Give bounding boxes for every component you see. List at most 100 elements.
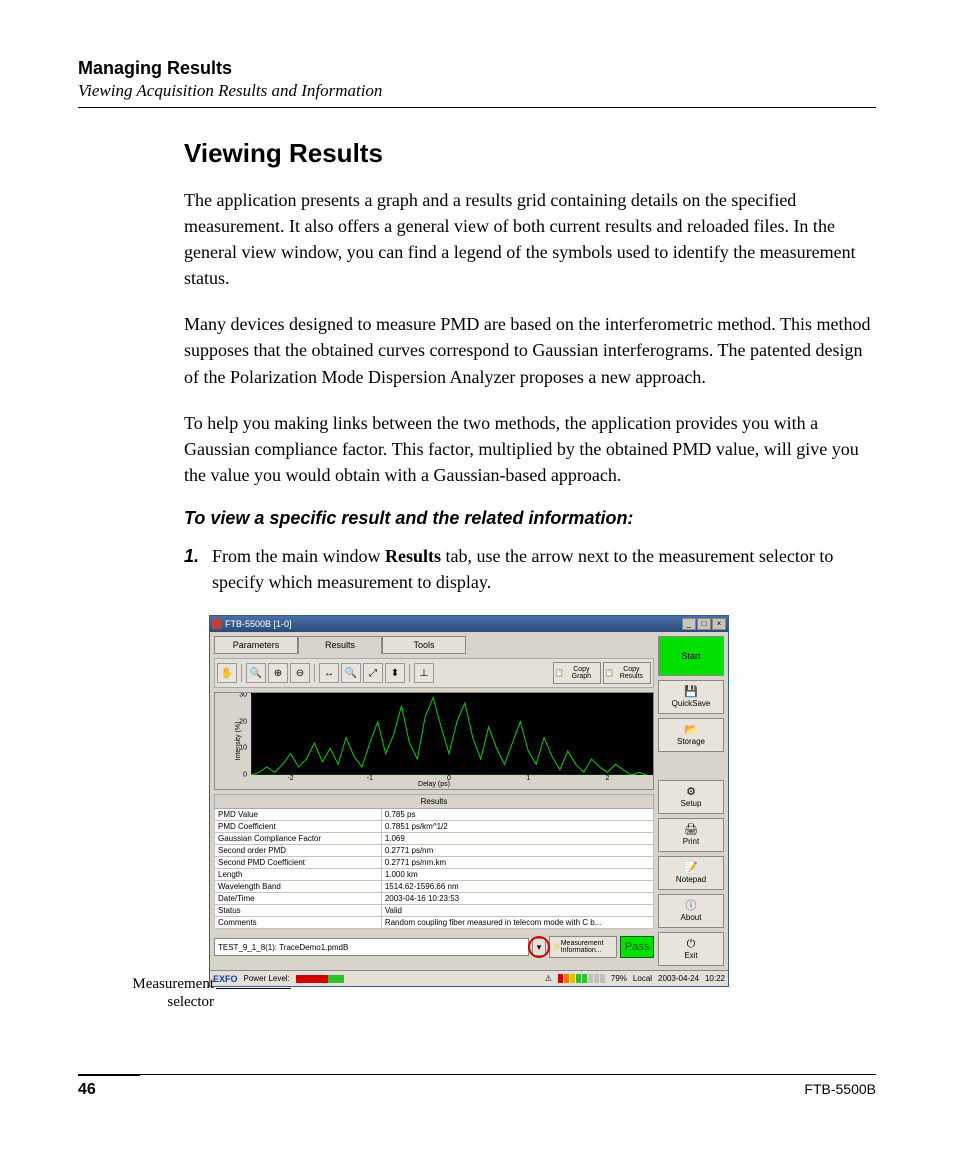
result-key: Comments — [215, 917, 382, 929]
table-row: Second PMD Coefficient0.2771 ps/nm.km — [215, 857, 654, 869]
close-button[interactable]: × — [712, 618, 726, 630]
alert-icon: ⚠ — [545, 974, 552, 983]
window-buttons: _ □ × — [682, 618, 726, 630]
step-text-pre: From the main window — [212, 546, 385, 566]
result-value: 0.2771 ps/nm — [381, 845, 653, 857]
measurement-information-button[interactable]: ✨ Measurement Information... — [549, 936, 617, 958]
zoom-x-icon[interactable]: ↔ — [319, 663, 339, 683]
result-value: 0.785 ps — [381, 809, 653, 821]
tab-parameters[interactable]: Parameters — [214, 636, 298, 654]
chart-x-label: Delay (ps) — [215, 781, 653, 788]
tab-tools[interactable]: Tools — [382, 636, 466, 654]
result-key: Status — [215, 905, 382, 917]
paragraph: To help you making links between the two… — [184, 410, 876, 488]
results-table: Results PMD Value0.785 psPMD Coefficient… — [214, 794, 654, 929]
wand-icon: ✨ — [552, 944, 561, 951]
app-icon — [212, 619, 222, 629]
exfo-logo: EXFO — [213, 974, 238, 984]
result-key: Wavelength Band — [215, 881, 382, 893]
result-key: PMD Coefficient — [215, 821, 382, 833]
perpendicular-icon[interactable]: ⊥ — [414, 663, 434, 683]
table-row: CommentsRandom coupling fiber measured i… — [215, 917, 654, 929]
copy-graph-button[interactable]: 📋 Copy Graph — [553, 662, 601, 684]
minimize-button[interactable]: _ — [682, 618, 696, 630]
header-rule — [78, 107, 876, 108]
zoom-box-icon[interactable]: 🔍 — [246, 663, 266, 683]
tab-results[interactable]: Results — [298, 636, 382, 654]
step-text-bold: Results — [385, 546, 441, 566]
status-meter — [558, 974, 605, 983]
status-date: 2003-04-24 — [658, 974, 699, 983]
info-icon: ⓘ — [686, 901, 697, 912]
start-button[interactable]: Start — [658, 636, 724, 676]
about-label: About — [681, 913, 702, 922]
table-row: Wavelength Band1514.62-1596.66 nm — [215, 881, 654, 893]
setup-button[interactable]: ⚙ Setup — [658, 780, 724, 814]
measurement-selector-input[interactable]: TEST_9_1_8(1): TraceDemo1.pmdB — [214, 938, 529, 956]
callout-line — [216, 988, 291, 989]
doc-header-title: Managing Results — [78, 58, 876, 79]
print-icon: 🖨 — [684, 825, 698, 836]
marker-icon[interactable]: ⬍ — [385, 663, 405, 683]
quicksave-button[interactable]: 💾 QuickSave — [658, 680, 724, 714]
print-label: Print — [683, 837, 699, 846]
maximize-button[interactable]: □ — [697, 618, 711, 630]
status-time: 10:22 — [705, 974, 725, 983]
page-footer: 46 FTB-5500B — [78, 1074, 876, 1099]
tabs: Parameters Results Tools — [214, 636, 654, 654]
status-pct: 79% — [611, 974, 627, 983]
result-value: 1514.62-1596.66 nm — [381, 881, 653, 893]
storage-button[interactable]: 📂 Storage — [658, 718, 724, 752]
exit-label: Exit — [684, 951, 697, 960]
notepad-button[interactable]: 📝 Notepad — [658, 856, 724, 890]
hand-tool-icon[interactable]: ✋ — [217, 663, 237, 683]
storage-label: Storage — [677, 737, 705, 746]
result-key: Gaussian Compliance Factor — [215, 833, 382, 845]
table-row: StatusValid — [215, 905, 654, 917]
status-bar: EXFO Power Level: ⚠ 79% Local 2003-04-24… — [210, 970, 728, 986]
result-key: PMD Value — [215, 809, 382, 821]
meas-info-label: Measurement Information... — [561, 940, 614, 954]
measurement-selector-dropdown[interactable]: ▾ — [532, 938, 546, 956]
exit-button[interactable]: ⏻ Exit — [658, 932, 724, 966]
result-key: Second order PMD — [215, 845, 382, 857]
power-level-label: Power Level: — [244, 974, 290, 983]
results-table-header: Results — [215, 795, 654, 809]
result-value: 0.2771 ps/nm.km — [381, 857, 653, 869]
notepad-label: Notepad — [676, 875, 706, 884]
save-icon: 💾 — [684, 687, 698, 698]
result-value: 1.069 — [381, 833, 653, 845]
step-number: 1. — [184, 543, 212, 595]
app-window: FTB-5500B [1-0] _ □ × Parameters Results… — [209, 615, 729, 987]
side-panel: Start 💾 QuickSave 📂 Storage ⚙ Setup — [658, 636, 724, 966]
print-button[interactable]: 🖨 Print — [658, 818, 724, 852]
instruction-title: To view a specific result and the relate… — [184, 508, 876, 529]
table-row: Gaussian Compliance Factor1.069 — [215, 833, 654, 845]
paragraph: Many devices designed to measure PMD are… — [184, 311, 876, 389]
zoom-in-icon[interactable]: ⊕ — [268, 663, 288, 683]
folder-icon: 📂 — [684, 725, 698, 736]
table-row: Second order PMD0.2771 ps/nm — [215, 845, 654, 857]
callout-label: Measurement selector — [104, 975, 214, 1011]
zoom-y-icon[interactable]: 🔍 — [341, 663, 361, 683]
measurement-selector-row: TEST_9_1_8(1): TraceDemo1.pmdB ▾ ✨ Measu… — [214, 935, 654, 959]
about-button[interactable]: ⓘ About — [658, 894, 724, 928]
page-number: 46 — [78, 1081, 96, 1099]
result-key: Second PMD Coefficient — [215, 857, 382, 869]
table-row: PMD Value0.785 ps — [215, 809, 654, 821]
section-title: Viewing Results — [184, 138, 876, 169]
window-title: FTB-5500B [1-0] — [225, 619, 682, 629]
setup-label: Setup — [681, 799, 702, 808]
result-key: Length — [215, 869, 382, 881]
step-text: From the main window Results tab, use th… — [212, 543, 876, 595]
copy-results-button[interactable]: 📋 Copy Results — [603, 662, 651, 684]
chevron-down-icon: ▾ — [537, 942, 542, 953]
table-row: Date/Time2003-04-16 10:23:53 — [215, 893, 654, 905]
paragraph: The application presents a graph and a r… — [184, 187, 876, 291]
quicksave-label: QuickSave — [672, 699, 711, 708]
power-level-meter — [296, 975, 344, 983]
notepad-icon: 📝 — [684, 863, 698, 874]
zoom-out-icon[interactable]: ⊖ — [290, 663, 310, 683]
zoom-fit-icon[interactable]: ⤢ — [363, 663, 383, 683]
doc-header: Managing Results Viewing Acquisition Res… — [78, 58, 876, 101]
